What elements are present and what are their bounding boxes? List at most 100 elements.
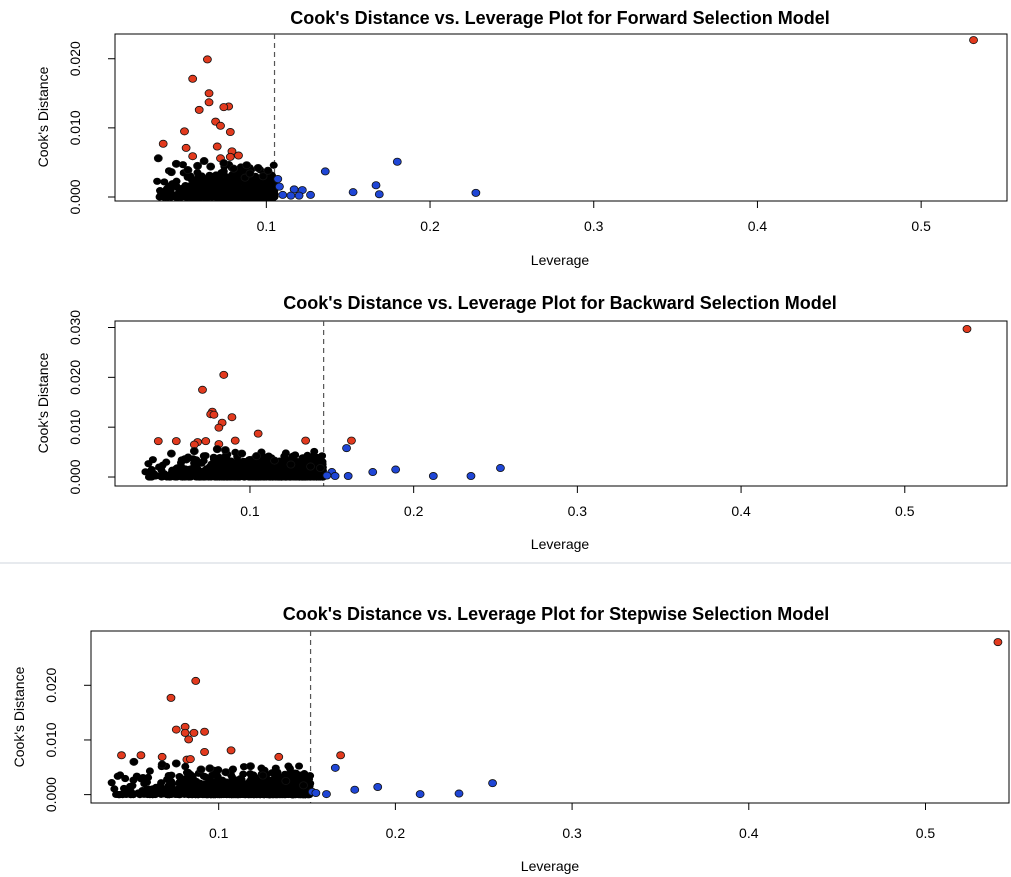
- forward-normal-point: [166, 168, 176, 177]
- forward-high-cook-point: [969, 36, 978, 45]
- backward-normal-point: [270, 456, 279, 465]
- backward-high-cook-point: [214, 423, 224, 432]
- backward-y-tick-label: 0.020: [67, 360, 83, 395]
- stepwise-high-cook-point: [200, 727, 209, 736]
- stepwise-high-cook-point: [136, 751, 146, 760]
- stepwise-point: [137, 775, 146, 783]
- forward-x-tick-label: 0.2: [420, 218, 440, 234]
- forward-x-tick-label: 0.1: [257, 218, 277, 234]
- forward-point: [216, 172, 225, 180]
- stepwise-normal-point: [299, 781, 308, 790]
- forward-high-leverage-point: [278, 190, 288, 199]
- stepwise-point: [245, 779, 254, 787]
- stepwise-point: [257, 764, 266, 772]
- backward-point: [209, 455, 218, 463]
- stepwise-point: [239, 763, 248, 771]
- backward-normal-point: [315, 464, 325, 473]
- backward-point: [237, 458, 246, 466]
- stepwise-normal-point: [196, 765, 206, 774]
- stepwise-point: [282, 790, 291, 798]
- stepwise-high-leverage-point: [373, 782, 383, 791]
- forward-normal-point: [219, 159, 229, 168]
- forward-normal-point: [206, 162, 216, 171]
- backward-high-cook-point: [201, 437, 211, 446]
- backward-point: [149, 470, 158, 478]
- stepwise-point: [195, 779, 204, 787]
- stepwise-normal-point: [246, 762, 255, 771]
- stepwise-high-leverage-point: [454, 789, 464, 798]
- stepwise-point: [110, 785, 119, 793]
- forward-point: [249, 176, 258, 184]
- stepwise-point: [247, 772, 256, 781]
- stepwise-x-tick-label: 0.2: [386, 825, 406, 841]
- backward-high-leverage-point: [330, 472, 340, 481]
- stepwise-normal-point: [171, 759, 181, 768]
- stepwise-point: [125, 782, 134, 791]
- backward-point: [245, 456, 254, 464]
- backward-point: [270, 464, 279, 472]
- backward-high-cook-point: [209, 410, 219, 419]
- backward-high-cook-point: [198, 385, 207, 394]
- stepwise-point: [250, 790, 259, 798]
- stepwise-point: [252, 778, 261, 786]
- stepwise-point: [266, 776, 275, 784]
- forward-high-leverage-point: [374, 190, 384, 199]
- backward-point: [162, 458, 171, 466]
- forward-high-cook-point: [225, 128, 235, 137]
- forward-y-axis-label: Cook's Distance: [35, 66, 51, 167]
- forward-high-leverage-point: [306, 190, 315, 199]
- forward-point: [155, 193, 164, 201]
- backward-high-leverage-point: [496, 464, 505, 473]
- stepwise-point: [107, 779, 116, 787]
- forward-high-cook-point: [180, 127, 189, 136]
- stepwise-point: [299, 791, 308, 799]
- backward-high-leverage-point: [428, 472, 438, 481]
- stepwise-high-cook-point: [117, 751, 126, 760]
- forward-point: [201, 192, 210, 200]
- backward-point: [212, 465, 221, 474]
- backward-y-axis-label: Cook's Distance: [35, 352, 51, 453]
- stepwise-point: [181, 762, 190, 771]
- forward-y-tick-label: 0.020: [67, 41, 83, 76]
- stepwise-normal-point: [205, 764, 215, 773]
- forward-point: [160, 178, 169, 186]
- stepwise-point: [185, 771, 194, 779]
- stepwise-y-tick-label: 0.020: [43, 668, 59, 703]
- stepwise-high-cook-point: [226, 746, 236, 755]
- stepwise-point: [233, 790, 242, 799]
- backward-point: [305, 473, 314, 481]
- backward-point: [176, 459, 185, 467]
- stepwise-high-cook-point: [191, 676, 201, 685]
- backward-high-leverage-point: [391, 465, 401, 474]
- stepwise-point: [145, 788, 154, 797]
- forward-high-leverage-point: [392, 157, 402, 166]
- stepwise-high-cook-point: [274, 752, 284, 761]
- backward-point: [195, 471, 204, 479]
- forward-point: [210, 182, 219, 190]
- stepwise-x-tick-label: 0.3: [562, 825, 582, 841]
- backward-marks: [141, 321, 972, 486]
- stepwise-point: [162, 790, 171, 799]
- stepwise-point: [154, 788, 163, 796]
- backward-y-tick-label: 0.030: [67, 310, 83, 345]
- backward-point: [202, 465, 211, 473]
- forward-point: [209, 189, 218, 197]
- backward-title: Cook's Distance vs. Leverage Plot for Ba…: [283, 293, 836, 313]
- backward-normal-point: [221, 446, 230, 455]
- forward-normal-point: [258, 172, 268, 181]
- stepwise-point: [113, 772, 122, 780]
- backward-point: [158, 471, 167, 479]
- forward-x-tick-label: 0.5: [911, 218, 931, 234]
- stepwise-normal-point: [258, 771, 268, 780]
- stepwise-high-leverage-point: [415, 790, 425, 799]
- backward-point: [180, 470, 189, 478]
- forward-y-tick-label: 0.000: [67, 179, 83, 214]
- forward-point: [265, 186, 274, 194]
- forward-high-leverage-point: [471, 188, 481, 197]
- forward-marks: [153, 34, 978, 201]
- stepwise-point: [167, 771, 176, 779]
- forward-point: [183, 190, 192, 199]
- backward-point: [224, 472, 233, 481]
- forward-high-leverage-point: [348, 188, 358, 197]
